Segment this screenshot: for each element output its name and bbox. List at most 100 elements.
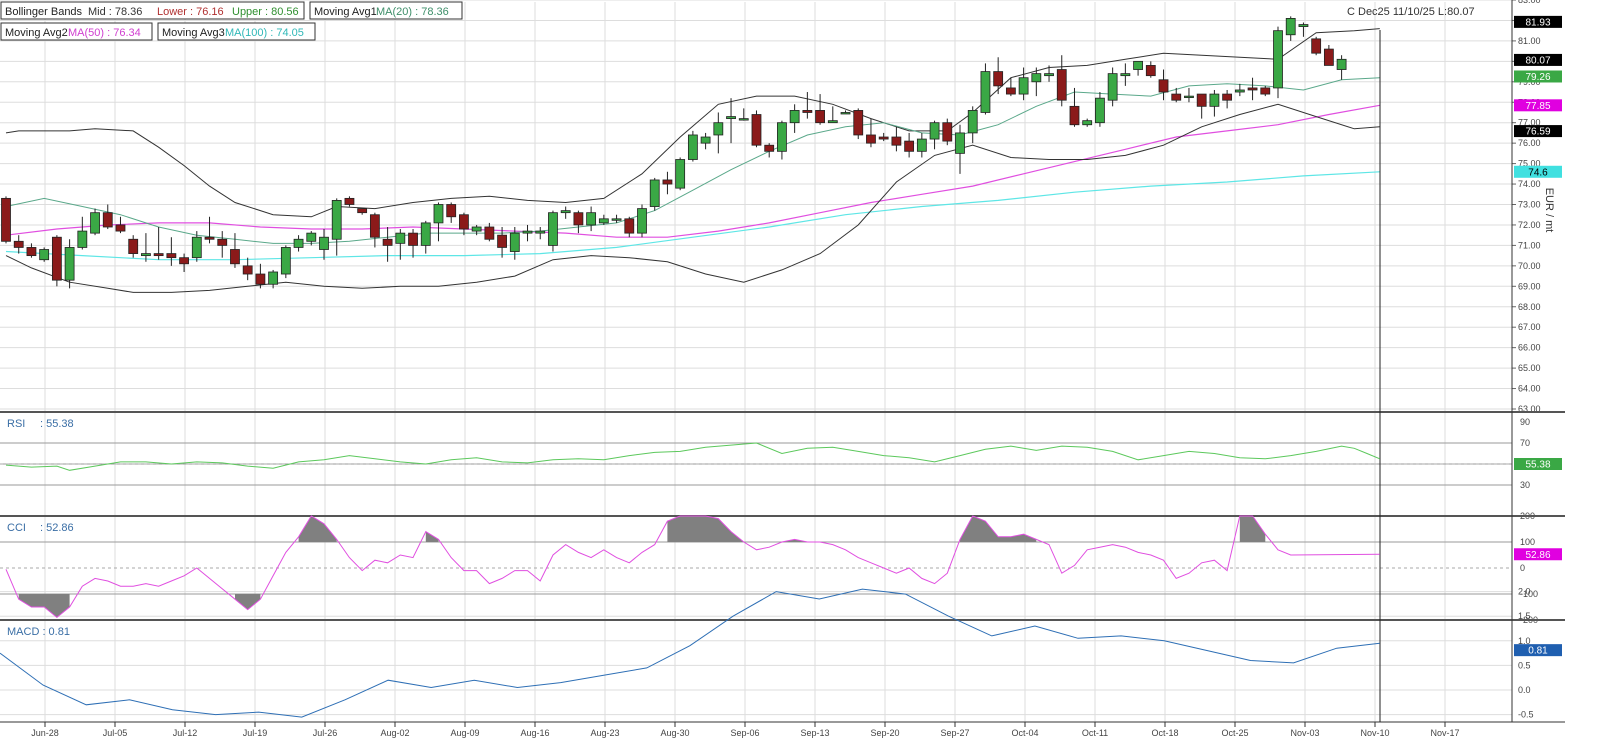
candle-down [153,253,164,257]
macd-tick-label: 0.0 [1518,685,1531,695]
candle-down [230,249,240,265]
cci-overbought-area [960,516,1037,542]
rsi-tick-label: 90 [1520,417,1530,427]
price-tag [1514,15,1562,28]
candle-down [1145,65,1156,77]
candle-down [624,218,635,234]
macd-current-tag [1514,644,1562,657]
candle-up [840,112,851,115]
candle-down [1196,93,1207,107]
y-tick-label: 74.00 [1518,179,1541,189]
candle-down [128,238,139,254]
cci-overbought-area [425,531,439,542]
candle-up [929,122,940,140]
candle-up [1234,89,1245,93]
candle-down [573,212,584,226]
macd-tick-label: 2.0 [1518,587,1531,597]
candle-down [1056,69,1067,101]
candle-down [369,214,380,238]
candle-up [191,236,202,259]
candle-down [166,253,177,259]
rsi-current-tag [1514,458,1562,470]
candle-up [433,204,444,224]
candle-down [1005,87,1016,95]
x-tick-label: Aug-23 [590,728,619,738]
candle-up [77,230,88,248]
candle-up [395,232,406,244]
candle-down [102,212,113,228]
y-tick-label: 63.00 [1518,404,1541,414]
ma100-line [5,171,1380,261]
price-tag [1514,53,1562,66]
candle-up [637,208,647,234]
candle-down [1158,79,1169,93]
x-tick-label: Sep-13 [800,728,829,738]
candle-up [1336,58,1347,70]
candle-up [64,247,75,281]
y-tick-label: 83.00 [1518,0,1541,5]
candle-down [1260,87,1271,95]
cci-overbought-area [1239,516,1266,542]
price-tag [1514,125,1562,138]
cci-current-tag [1514,548,1562,561]
cci-oversold-area [235,594,261,610]
candle-down [904,140,915,152]
y-tick-label: 66.00 [1518,343,1541,353]
x-tick-label: Aug-16 [520,728,549,738]
price-tag-label: 81.93 [1525,17,1550,28]
candle-down [751,114,762,146]
x-tick-label: Nov-03 [1290,728,1319,738]
macd-line [0,588,1380,718]
candle-up [522,230,533,234]
candle-up [268,271,279,285]
x-tick-label: Jul-26 [313,728,338,738]
candle-up [598,218,609,224]
macd-tick-label: -0.5 [1518,710,1534,720]
cci-tick-label: 0 [1520,563,1525,573]
candle-down [853,110,864,136]
candle-down [382,238,393,246]
candle-up [306,232,317,242]
y-axis-title: EUR / mt [1543,188,1555,233]
candle-up [1107,73,1118,101]
candle-down [255,273,266,285]
rsi-current-tag-label: 55.38 [1525,460,1550,471]
candle-up [420,222,431,246]
y-tick-label: 77.00 [1518,118,1541,128]
cci-tick-label: -100 [1520,589,1538,599]
candle-up [789,110,800,124]
candle-up [700,136,711,144]
candle-down [891,136,902,146]
x-tick-label: Jul-12 [173,728,198,738]
candle-up [1120,73,1131,77]
y-tick-label: 67.00 [1518,322,1541,332]
x-tick-label: Aug-02 [380,728,409,738]
y-tick-label: 64.00 [1518,384,1541,394]
cci-line [5,515,1380,619]
candle-up [738,118,749,121]
price-tag-label: 76.59 [1525,127,1550,138]
candle-down [1222,93,1233,101]
x-tick-label: Sep-27 [940,728,969,738]
rsi-line [5,442,1380,471]
candle-down [357,208,368,214]
candle-down [13,240,24,248]
macd-tick-label: 1.0 [1518,636,1531,646]
candle-down [1171,93,1182,101]
candle-down [942,122,953,142]
y-tick-label: 65.00 [1518,363,1541,373]
candle-down [179,257,189,265]
y-tick-label: 76.00 [1518,138,1541,148]
candle-up [980,71,991,113]
candle-down [204,236,215,240]
cci-overbought-area [298,516,337,542]
candle-up [1285,18,1296,36]
candle-down [802,110,813,113]
y-tick-label: 70.00 [1518,261,1541,271]
rsi-tick-label: 70 [1520,438,1530,448]
rsi-tick-label: 30 [1520,480,1530,490]
candle-up [331,200,342,240]
candle-up [39,249,50,261]
candle-up [611,218,622,221]
